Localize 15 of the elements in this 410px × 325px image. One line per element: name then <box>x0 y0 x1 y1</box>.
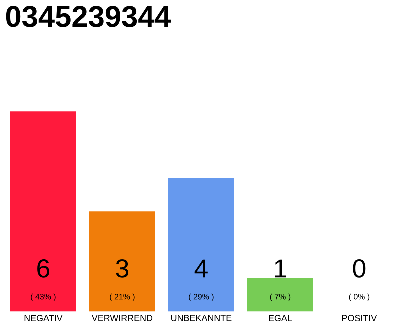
bar <box>10 112 76 312</box>
data-label: 3 <box>116 260 129 278</box>
bar <box>89 212 156 312</box>
data-label: 6 <box>38 260 50 278</box>
data-label: 1 <box>275 260 286 278</box>
x-tick-label: POSITIV <box>342 315 378 322</box>
data-label: 0 <box>353 260 366 278</box>
x-tick-label: VERWIRREND <box>92 315 153 322</box>
x-tick-label: NEGATIV <box>24 315 63 322</box>
x-tick-label: UNBEKANNTE <box>172 315 232 322</box>
x-tick-label: EGAL <box>269 315 292 322</box>
chart-title: 0345239344 <box>6 6 172 28</box>
data-label: 4 <box>194 260 208 278</box>
bar <box>168 178 234 312</box>
bar <box>247 278 314 312</box>
